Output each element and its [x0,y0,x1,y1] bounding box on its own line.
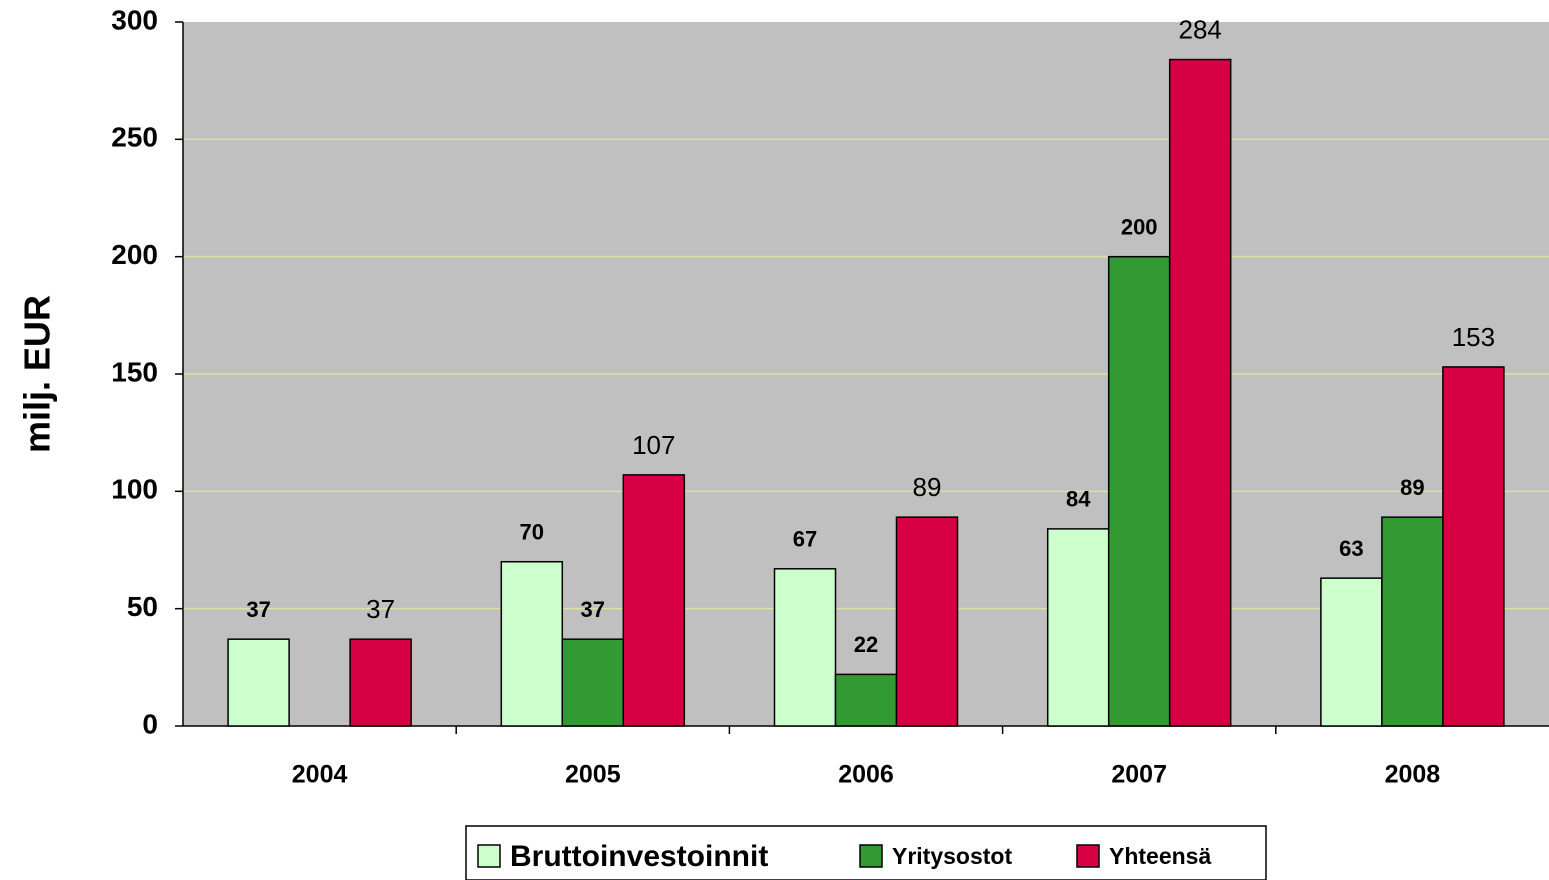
x-tick-label: 2005 [565,761,621,789]
legend-label: Bruttoinvestoinnit [510,840,768,873]
bar [561,638,625,727]
bar [1320,577,1383,727]
x-tick-label: 2008 [1385,761,1441,789]
value-label: 84 [1066,487,1091,512]
value-label: 67 [793,527,817,552]
y-tick-label: 250 [111,122,158,153]
bar [1168,58,1232,727]
bar [834,673,898,727]
value-label: 37 [366,594,395,624]
bar [227,638,290,727]
value-label: 89 [913,472,942,502]
x-tick-label: 2007 [1111,761,1167,789]
value-label: 22 [854,632,878,657]
legend-swatch [1076,844,1100,868]
x-tick-label: 2006 [838,761,894,789]
legend-swatch [859,844,883,868]
bar [1381,516,1444,727]
y-tick-label: 300 [111,4,158,35]
value-label: 89 [1400,475,1424,500]
value-label: 107 [632,430,675,460]
bar [1046,528,1110,727]
value-label: 70 [520,520,544,545]
x-tick-label: 2004 [292,761,348,789]
bar [622,474,686,727]
bar [895,516,959,727]
value-label: 37 [246,597,270,622]
legend-box [465,825,1267,880]
bar [500,560,564,727]
y-tick-label: 100 [111,474,158,505]
legend-swatch [477,844,501,868]
y-tick-label: 150 [111,356,158,387]
bar [349,638,412,727]
bar [1107,255,1171,727]
y-tick-label: 50 [127,591,158,622]
bar [773,568,837,727]
y-tick-label: 200 [111,239,158,270]
value-label: 37 [581,597,605,622]
value-label: 284 [1179,14,1222,44]
value-label: 63 [1339,536,1363,561]
value-label: 200 [1121,214,1158,239]
legend-label: Yhteensä [1109,843,1211,869]
bar [1442,366,1505,727]
value-label: 153 [1452,322,1495,352]
y-tick-label: 0 [142,708,158,739]
legend-label: Yritysostot [892,843,1012,869]
y-axis-label: milj. EUR [17,295,58,453]
